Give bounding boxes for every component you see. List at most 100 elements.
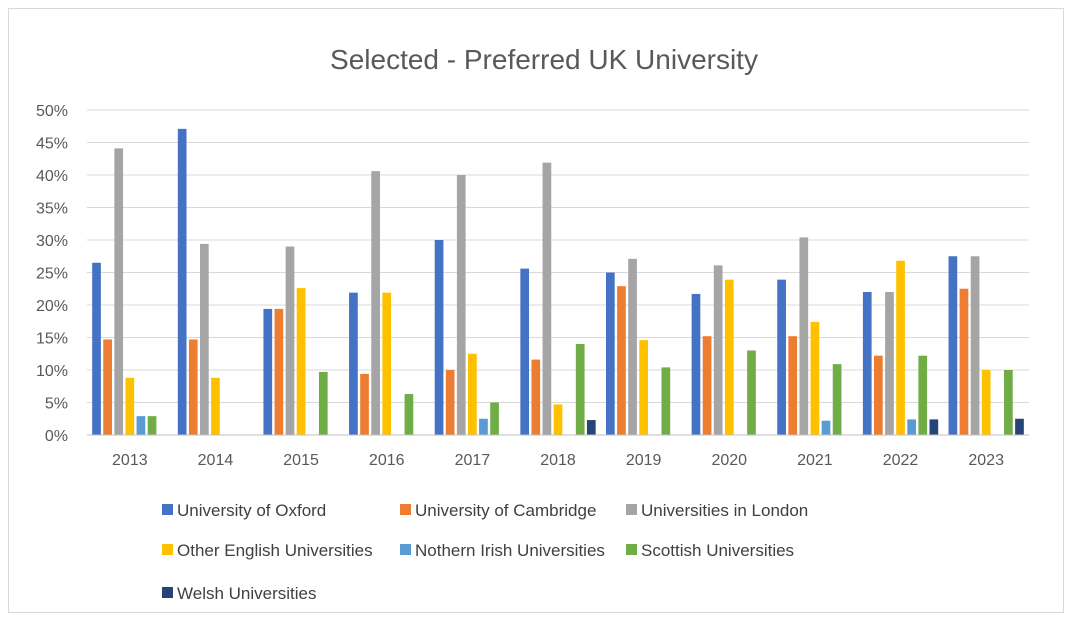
legend-swatch — [400, 504, 411, 515]
bar — [661, 367, 671, 435]
bar — [274, 308, 284, 435]
bar — [948, 256, 958, 435]
bar — [874, 355, 883, 435]
bar — [617, 286, 626, 435]
bar — [263, 308, 273, 435]
bar — [211, 377, 220, 435]
bar — [553, 404, 563, 435]
chart-title: Selected - Preferred UK University — [330, 44, 758, 75]
bar — [434, 240, 444, 435]
legend-swatch — [162, 504, 173, 515]
bar — [125, 377, 135, 435]
bar — [628, 258, 637, 435]
bar — [1015, 418, 1024, 435]
bar — [490, 402, 499, 435]
legend-label: Scottish Universities — [641, 541, 794, 560]
bar — [200, 243, 209, 435]
y-tick-label: 50% — [36, 103, 68, 120]
bar — [959, 288, 969, 435]
y-tick-label: 5% — [45, 396, 68, 413]
bar — [285, 246, 295, 435]
chart-area: Selected - Preferred UK University 0% 5% 1… — [8, 8, 1064, 613]
legend-swatch — [626, 544, 637, 555]
bar — [456, 175, 466, 435]
x-tick-label: 2023 — [968, 452, 1004, 469]
bar — [691, 293, 701, 435]
legend-label: Other English Universities — [177, 541, 373, 560]
legend: University of Oxford University of Cambri… — [162, 501, 808, 603]
bar — [799, 237, 809, 435]
legend-label: University of Cambridge — [415, 501, 596, 520]
x-tick-label: 2018 — [540, 452, 576, 469]
x-tick-label: 2020 — [711, 452, 747, 469]
bar — [862, 292, 872, 435]
bar — [713, 265, 723, 435]
bar — [371, 171, 380, 435]
legend-label: Welsh Universities — [177, 584, 317, 603]
bar — [832, 364, 842, 435]
y-tick-label: 30% — [36, 233, 68, 250]
bar — [136, 416, 146, 435]
bar — [445, 370, 455, 435]
x-tick-label: 2016 — [369, 452, 405, 469]
bar — [821, 420, 831, 435]
bar — [702, 336, 712, 435]
bar — [1004, 370, 1013, 435]
bar — [810, 321, 820, 435]
bar — [404, 394, 414, 435]
x-tick-label: 2021 — [797, 452, 833, 469]
legend-swatch — [162, 587, 173, 598]
axes: 0% 5% 10% 15% 20% 25% 30% 35% 40% 45% 50% 2013 2014 2… — [36, 103, 1029, 469]
y-tick-label: 35% — [36, 201, 68, 218]
bar — [360, 373, 369, 435]
bar — [188, 339, 198, 435]
bar — [724, 279, 734, 435]
bar — [531, 359, 541, 435]
x-tick-label: 2019 — [626, 452, 662, 469]
legend-label: Universities in London — [641, 501, 808, 520]
bar — [929, 419, 939, 435]
bar — [103, 339, 112, 435]
bars — [92, 128, 1024, 435]
bar — [907, 419, 916, 435]
bar — [747, 350, 756, 435]
bar — [349, 292, 358, 435]
x-tick-label: 2014 — [198, 452, 234, 469]
y-tick-label: 10% — [36, 363, 68, 380]
bar — [520, 268, 530, 435]
bar — [970, 256, 980, 435]
bar — [468, 353, 477, 435]
y-tick-label: 0% — [45, 428, 68, 445]
bar — [605, 272, 615, 435]
bar — [479, 418, 488, 435]
bar — [147, 416, 157, 435]
legend-swatch — [162, 544, 173, 555]
x-tick-label: 2013 — [112, 452, 148, 469]
y-tick-label: 20% — [36, 298, 68, 315]
legend-swatch — [626, 504, 637, 515]
bar — [542, 162, 552, 435]
x-tick-label: 2022 — [883, 452, 919, 469]
bar — [177, 128, 187, 435]
legend-label: University of Oxford — [177, 501, 326, 520]
gridlines — [87, 109, 1029, 403]
bar — [296, 288, 306, 435]
bar — [318, 371, 328, 435]
bar — [918, 355, 928, 435]
bar — [777, 279, 786, 435]
bar — [575, 344, 585, 435]
bar — [586, 420, 596, 435]
bar — [788, 336, 798, 435]
chart-canvas: Selected - Preferred UK University 0% 5% 1… — [36, 44, 1029, 603]
bar — [114, 148, 124, 435]
x-tick-label: 2017 — [455, 452, 491, 469]
bar — [382, 292, 392, 435]
y-tick-label: 15% — [36, 331, 68, 348]
x-tick-label: 2015 — [283, 452, 319, 469]
y-tick-label: 40% — [36, 168, 68, 185]
bar — [981, 370, 991, 435]
legend-swatch — [400, 544, 411, 555]
legend-label: Nothern Irish Universities — [415, 541, 605, 560]
bar — [896, 260, 905, 435]
bar — [92, 262, 101, 435]
